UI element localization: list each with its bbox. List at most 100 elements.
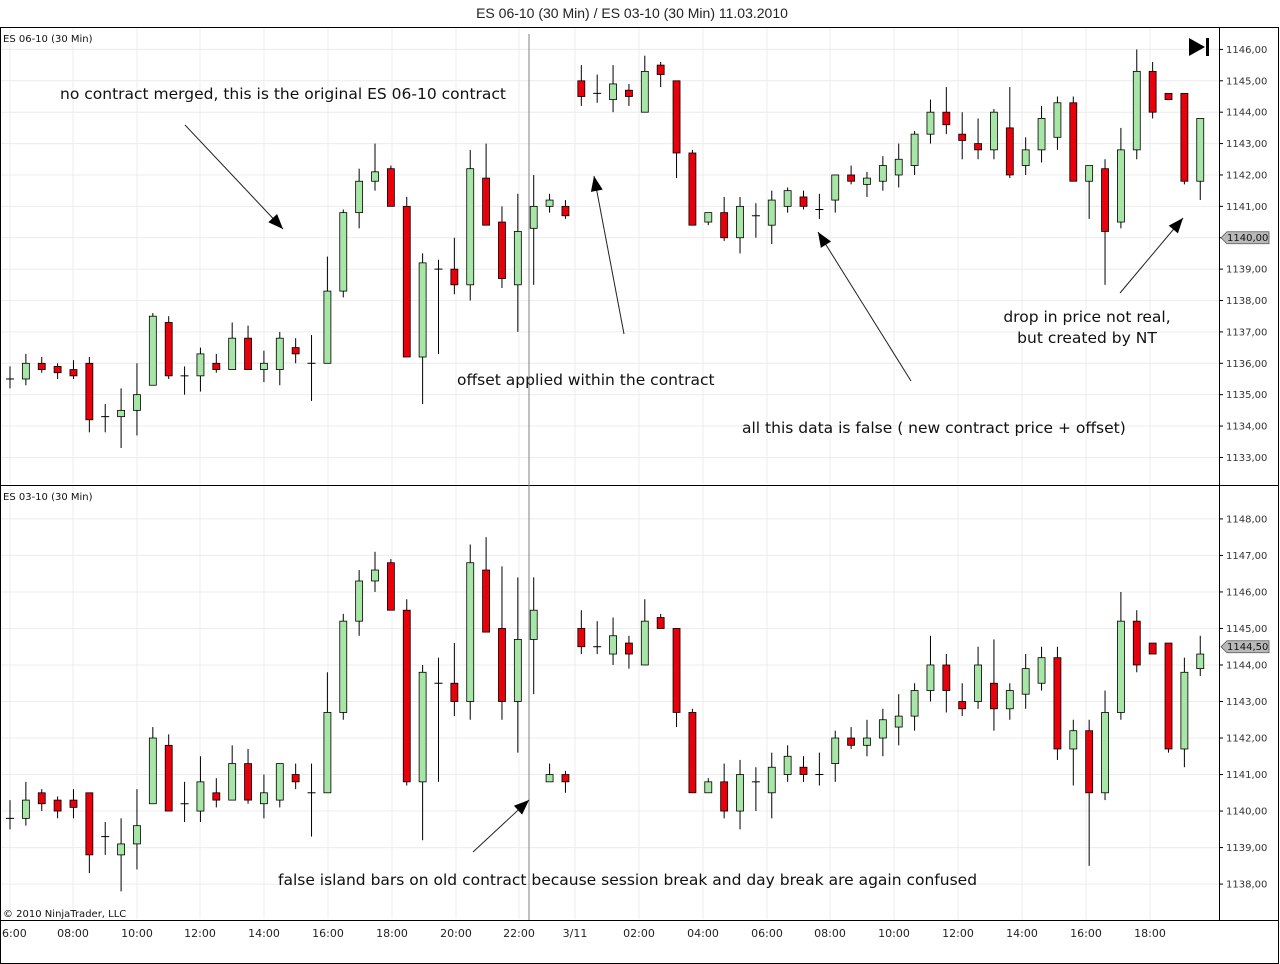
candle[interactable]: [482, 537, 491, 633]
candle[interactable]: [1117, 127, 1125, 229]
candle[interactable]: [736, 759, 744, 830]
candle[interactable]: [228, 745, 237, 801]
candle[interactable]: [704, 212, 713, 226]
candle[interactable]: [402, 599, 411, 786]
candle[interactable]: [1180, 92, 1189, 185]
candle[interactable]: [386, 165, 395, 207]
candle[interactable]: [1117, 591, 1125, 720]
candle[interactable]: [21, 781, 30, 826]
candle[interactable]: [307, 763, 316, 837]
candle[interactable]: [371, 143, 379, 191]
candle[interactable]: [640, 55, 649, 113]
candle[interactable]: [482, 143, 491, 226]
candle[interactable]: [180, 781, 189, 823]
candle[interactable]: [450, 643, 459, 717]
candle[interactable]: [339, 613, 348, 720]
candle[interactable]: [466, 149, 475, 301]
candle[interactable]: [164, 316, 173, 379]
candle[interactable]: [799, 190, 808, 210]
candle[interactable]: [656, 61, 665, 88]
candle[interactable]: [450, 237, 459, 295]
candle[interactable]: [672, 628, 681, 728]
candle[interactable]: [577, 610, 586, 655]
price-pane-1[interactable]: 1133,00 1134,00 1135,00 1136,00 1137,00 1138,…: [1, 28, 1270, 484]
candle[interactable]: [148, 727, 157, 805]
candle[interactable]: [577, 65, 586, 106]
candle[interactable]: [926, 99, 935, 144]
candle[interactable]: [1037, 646, 1046, 691]
candle[interactable]: [323, 256, 332, 364]
candle[interactable]: [751, 203, 760, 238]
candle[interactable]: [1021, 137, 1030, 175]
candle[interactable]: [1037, 105, 1046, 163]
candle[interactable]: [894, 143, 903, 188]
price-pane-2[interactable]: 1138,00 1139,00 1140,00 1141,00 1142,00 1143,…: [1, 486, 1270, 919]
candle[interactable]: [1053, 646, 1062, 760]
candle[interactable]: [1164, 92, 1173, 101]
candle[interactable]: [339, 209, 348, 298]
candle[interactable]: [1164, 642, 1173, 753]
candle[interactable]: [609, 65, 617, 113]
candle[interactable]: [751, 767, 760, 812]
candle[interactable]: [1069, 719, 1078, 786]
candle[interactable]: [180, 366, 189, 395]
candle[interactable]: [101, 404, 110, 433]
candle[interactable]: [688, 149, 697, 226]
candle[interactable]: [878, 156, 887, 191]
candle[interactable]: [593, 74, 602, 103]
candle[interactable]: [529, 174, 538, 285]
candle[interactable]: [228, 322, 237, 370]
candle[interactable]: [815, 193, 824, 219]
candle[interactable]: [958, 112, 967, 160]
candle[interactable]: [910, 131, 919, 175]
candle[interactable]: [863, 171, 871, 197]
candle[interactable]: [767, 752, 776, 819]
candle[interactable]: [942, 654, 951, 713]
candle[interactable]: [1101, 690, 1109, 801]
candle[interactable]: [260, 350, 268, 383]
candle[interactable]: [1069, 96, 1078, 182]
candle[interactable]: [291, 763, 300, 790]
candle[interactable]: [799, 756, 808, 782]
candle[interactable]: [815, 752, 824, 786]
candle[interactable]: [609, 617, 617, 665]
candle[interactable]: [196, 756, 205, 823]
candle[interactable]: [1005, 87, 1014, 179]
candle[interactable]: [720, 763, 729, 819]
candle[interactable]: [593, 621, 602, 655]
candle[interactable]: [260, 774, 268, 819]
candle[interactable]: [6, 800, 14, 830]
candle[interactable]: [6, 366, 14, 389]
skip-to-end-icon[interactable]: [1189, 38, 1209, 56]
candle[interactable]: [783, 187, 792, 213]
candle[interactable]: [53, 796, 62, 819]
candle[interactable]: [942, 87, 951, 135]
candle[interactable]: [1132, 610, 1141, 673]
candle[interactable]: [498, 206, 506, 288]
candle[interactable]: [133, 363, 141, 436]
candle[interactable]: [1021, 654, 1030, 709]
candle[interactable]: [291, 338, 300, 364]
candle[interactable]: [767, 190, 776, 245]
candle[interactable]: [37, 789, 46, 812]
candle[interactable]: [1180, 657, 1189, 768]
candle[interactable]: [244, 325, 252, 370]
candle[interactable]: [926, 635, 935, 702]
candle[interactable]: [513, 577, 522, 753]
candle[interactable]: [1196, 118, 1205, 201]
candle[interactable]: [386, 559, 395, 611]
candle[interactable]: [1148, 642, 1157, 655]
candle[interactable]: [561, 200, 570, 219]
candle[interactable]: [69, 789, 78, 819]
candle[interactable]: [1148, 61, 1157, 119]
candle[interactable]: [990, 109, 998, 160]
candle[interactable]: [37, 357, 46, 373]
candle[interactable]: [990, 639, 998, 731]
candle[interactable]: [466, 544, 475, 720]
candle[interactable]: [831, 730, 840, 782]
candle[interactable]: [53, 363, 62, 379]
candle[interactable]: [1196, 635, 1205, 676]
candle[interactable]: [418, 253, 427, 405]
candle[interactable]: [529, 577, 538, 695]
candle[interactable]: [1005, 683, 1014, 720]
